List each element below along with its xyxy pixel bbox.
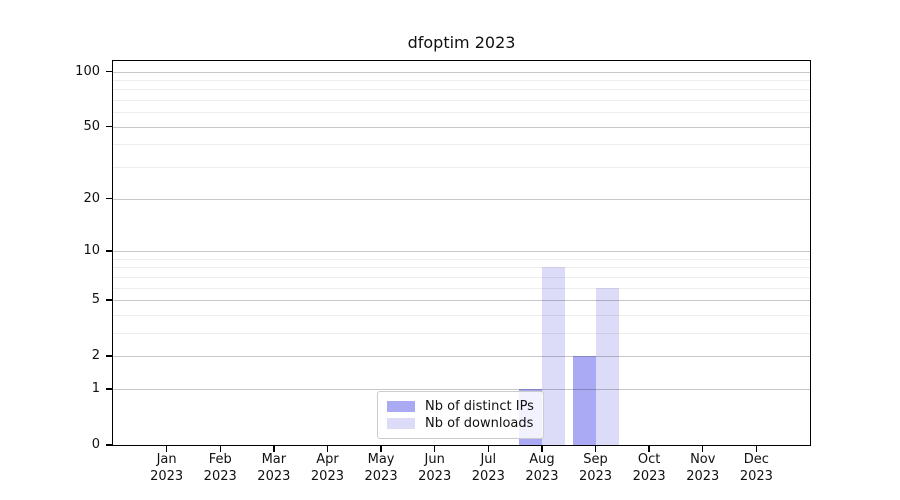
x-axis-tick-year: 2023: [418, 469, 452, 485]
y-axis-tick-label: 1: [91, 380, 100, 396]
y-axis-tick: [106, 444, 113, 446]
x-axis-tick-label: Jan 2023: [135, 451, 199, 485]
x-axis-tick-year: 2023: [150, 469, 184, 485]
y-axis-tick-label: 10: [83, 242, 100, 258]
gridline-major: [113, 126, 810, 128]
gridline-minor: [113, 332, 810, 334]
y-axis-tick: [106, 70, 113, 73]
gridline-minor: [113, 276, 810, 278]
y-axis-tick-label: 20: [83, 190, 100, 206]
x-axis-tick-year: 2023: [310, 469, 344, 485]
x-axis-tick-year: 2023: [525, 469, 559, 485]
legend-entry: Nb of distinct IPs: [387, 398, 534, 415]
gridline-minor: [113, 89, 810, 91]
chart-title: dfoptim 2023: [407, 33, 516, 52]
y-axis-tick-label: 50: [83, 118, 100, 134]
y-axis-tick: [106, 126, 113, 128]
x-axis-tick-label: May 2023: [349, 451, 413, 485]
gridline-major: [113, 388, 810, 390]
legend: Nb of distinct IPs Nb of downloads: [377, 391, 544, 439]
x-axis-tick: [594, 445, 597, 452]
bar-downloads: [541, 267, 565, 445]
gridline-major: [113, 71, 810, 73]
legend-swatch: [387, 418, 415, 429]
gridline-minor: [113, 167, 810, 169]
gridline-minor: [113, 267, 810, 269]
x-axis-tick-year: 2023: [364, 469, 398, 485]
legend-label: Nb of distinct IPs: [425, 399, 534, 414]
x-axis-tick-label: Aug 2023: [510, 451, 574, 485]
y-axis-tick-label: 100: [75, 63, 100, 79]
y-axis-tick: [106, 197, 113, 200]
y-axis-tick-label: 2: [91, 348, 100, 364]
y-axis-tick: [106, 388, 113, 390]
gridline-major: [113, 198, 810, 200]
x-axis-tick: [702, 445, 704, 452]
gridline-major: [113, 299, 810, 301]
y-axis-tick: [106, 250, 113, 252]
legend-entry: Nb of downloads: [387, 415, 534, 432]
x-axis-tick: [380, 445, 382, 452]
legend-label: Nb of downloads: [425, 416, 534, 431]
x-axis-tick-label: Mar 2023: [242, 451, 306, 485]
x-axis-tick-label: Jun 2023: [403, 451, 467, 485]
bar-downloads: [595, 287, 619, 445]
x-axis-tick-year: 2023: [257, 469, 291, 485]
x-axis-tick-label: Sep 2023: [564, 451, 628, 485]
x-axis-tick: [487, 445, 489, 452]
x-axis-tick: [648, 445, 650, 452]
x-axis-tick-year: 2023: [686, 469, 720, 485]
x-axis-tick: [433, 445, 436, 452]
gridline-major: [113, 250, 810, 252]
gridline-minor: [113, 100, 810, 102]
gridline-minor: [113, 79, 810, 81]
x-axis-tick: [273, 445, 275, 452]
gridline-minor: [113, 314, 810, 316]
x-axis-tick: [165, 445, 168, 452]
x-axis-tick-label: Dec 2023: [724, 451, 788, 485]
x-axis-tick: [326, 445, 329, 452]
y-axis-tick-label: 5: [91, 291, 100, 307]
x-axis-tick-label: Feb 2023: [188, 451, 252, 485]
gridline-minor: [113, 112, 810, 114]
y-axis-tick: [106, 299, 113, 301]
x-axis-tick-label: Nov 2023: [671, 451, 735, 485]
x-axis-tick-year: 2023: [578, 469, 613, 485]
x-axis-tick-label: Apr 2023: [295, 451, 359, 485]
legend-swatch: [387, 401, 415, 412]
x-axis-tick-year: 2023: [203, 469, 237, 485]
gridline-minor: [113, 258, 810, 260]
y-axis-tick-label: 0: [91, 437, 100, 452]
gridline-major: [113, 356, 810, 358]
x-axis-tick: [541, 445, 543, 452]
gridline-minor: [113, 144, 810, 146]
x-axis-tick: [755, 445, 758, 452]
x-axis-tick-year: 2023: [739, 469, 773, 485]
y-axis-tick: [106, 355, 113, 357]
bar-distinct-ips: [572, 356, 596, 445]
gridline-minor: [113, 287, 810, 289]
x-axis-tick-year: 2023: [471, 469, 505, 485]
x-axis-tick-year: 2023: [632, 469, 666, 485]
x-axis-tick-label: Oct 2023: [617, 451, 681, 485]
x-axis-tick: [219, 445, 221, 452]
x-axis-tick-label: Jul 2023: [456, 451, 520, 485]
